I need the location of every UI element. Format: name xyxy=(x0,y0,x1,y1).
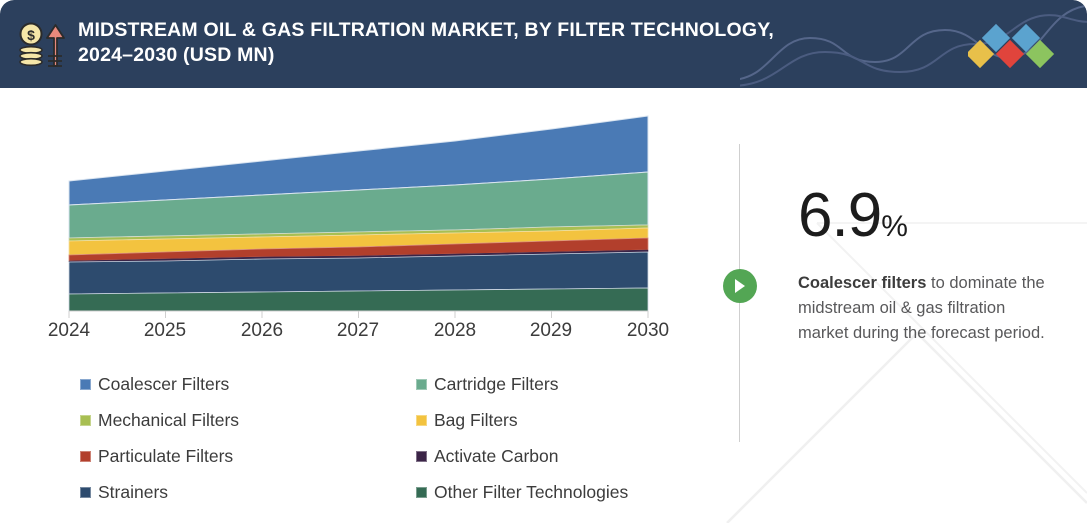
chart-legend: Coalescer Filters Cartridge Filters Mech… xyxy=(80,366,680,510)
stat-description: Coalescer filters to dominate the midstr… xyxy=(798,271,1048,346)
legend-item-bag-filters[interactable]: Bag Filters xyxy=(416,410,680,431)
page-title: MIDSTREAM OIL & GAS FILTRATION MARKET, B… xyxy=(78,19,774,66)
brand-diamonds-icon xyxy=(968,23,1055,69)
legend-item-other-filter-technologies[interactable]: Other Filter Technologies xyxy=(416,482,680,503)
stat-unit: % xyxy=(881,210,908,243)
legend-label: Coalescer Filters xyxy=(98,373,230,394)
stat-number: 6.9 xyxy=(798,181,882,250)
x-tick-2028: 2028 xyxy=(433,320,477,341)
money-growth-icon: $ xyxy=(19,22,65,67)
x-tick-2024: 2024 xyxy=(47,320,91,341)
legend-swatch-icon xyxy=(416,414,427,426)
legend-label: Other Filter Technologies xyxy=(434,481,629,502)
legend-swatch-icon xyxy=(416,450,427,462)
legend-item-particulate-filters[interactable]: Particulate Filters xyxy=(80,446,416,467)
legend-item-activate-carbon[interactable]: Activate Carbon xyxy=(416,446,680,467)
x-tick-2025: 2025 xyxy=(143,320,187,341)
chart-plot xyxy=(68,115,649,318)
x-tick-2029: 2029 xyxy=(529,320,573,341)
legend-label: Bag Filters xyxy=(434,409,518,430)
legend-label: Strainers xyxy=(98,481,169,502)
svg-text:$: $ xyxy=(27,27,35,43)
stat-value: 6.9% xyxy=(798,185,908,247)
legend-swatch-icon xyxy=(80,486,91,498)
legend-swatch-icon xyxy=(80,378,91,390)
x-tick-2030: 2030 xyxy=(626,320,670,341)
legend-swatch-icon xyxy=(416,378,427,390)
legend-label: Mechanical Filters xyxy=(98,409,240,430)
header-banner: $ MIDSTREAM OIL & GAS FILTRATION MARKET,… xyxy=(0,0,1087,88)
stat-highlight: Coalescer filters xyxy=(798,274,927,292)
legend-item-coalescer-filters[interactable]: Coalescer Filters xyxy=(80,374,416,395)
x-tick-2026: 2026 xyxy=(240,320,284,341)
x-axis-tick-labels: 2024 2025 2026 2027 2028 2029 2030 xyxy=(0,320,700,350)
play-triangle-icon xyxy=(735,279,745,293)
legend-item-strainers[interactable]: Strainers xyxy=(80,482,416,503)
legend-label: Activate Carbon xyxy=(434,445,559,466)
stacked-area-chart: 2024 2025 2026 2027 2028 2029 2030 Coale… xyxy=(0,88,700,523)
legend-swatch-icon xyxy=(80,450,91,462)
legend-item-cartridge-filters[interactable]: Cartridge Filters xyxy=(416,374,680,395)
legend-swatch-icon xyxy=(416,486,427,498)
legend-label: Particulate Filters xyxy=(98,445,234,466)
wave-decoration-icon xyxy=(740,5,1087,87)
x-tick-2027: 2027 xyxy=(336,320,380,341)
legend-label: Cartridge Filters xyxy=(434,373,559,394)
legend-swatch-icon xyxy=(80,414,91,426)
play-icon[interactable] xyxy=(723,269,757,303)
legend-item-mechanical-filters[interactable]: Mechanical Filters xyxy=(80,410,416,431)
